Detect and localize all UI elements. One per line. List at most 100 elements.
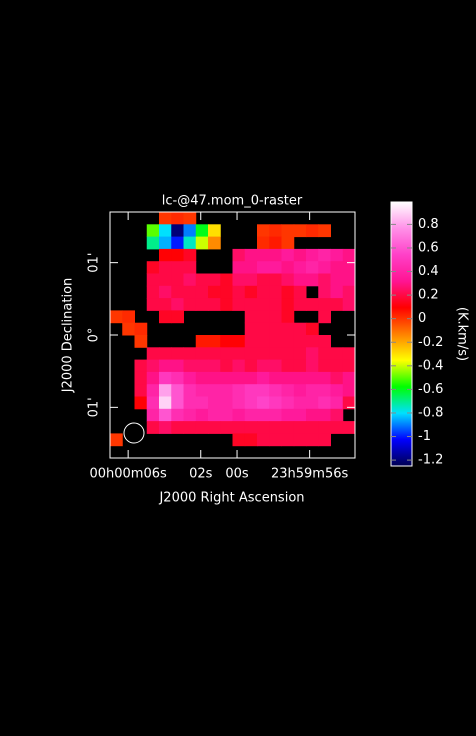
heatmap-cell <box>244 335 258 348</box>
heatmap-cell <box>306 224 319 238</box>
heatmap-cell <box>318 421 331 434</box>
heatmap-cell <box>269 408 282 422</box>
heatmap-cell <box>134 371 148 385</box>
heatmap-cell <box>281 408 295 422</box>
heatmap-cell <box>171 236 184 250</box>
heatmap-cell <box>330 298 344 311</box>
heatmap-cell <box>342 347 356 361</box>
heatmap-cell <box>318 224 331 238</box>
heatmap-cell <box>293 224 307 238</box>
colorbar-tick-label: 0.8 <box>418 217 439 232</box>
heatmap-cell <box>281 248 295 262</box>
heatmap-cell <box>244 248 258 262</box>
heatmap-cell <box>232 298 246 311</box>
heatmap-cell <box>293 298 307 311</box>
heatmap-cell <box>342 273 356 287</box>
heatmap-cell <box>257 273 270 287</box>
heatmap-cell <box>195 359 209 373</box>
heatmap-cell <box>146 384 160 397</box>
y-axis-label: J2000 Declination <box>61 278 76 394</box>
heatmap-cell <box>342 384 356 397</box>
heatmap-cell <box>318 408 331 422</box>
heatmap-cell <box>146 224 160 238</box>
heatmap-cell <box>171 408 184 422</box>
heatmap-cell <box>318 396 331 410</box>
heatmap-cell <box>269 421 282 434</box>
heatmap-cell <box>269 335 282 348</box>
heatmap-cell <box>171 359 184 373</box>
heatmap-cell <box>134 335 148 348</box>
y-tick-label: 01' <box>87 397 102 417</box>
heatmap-cell <box>232 371 246 385</box>
heatmap-cell <box>306 359 319 373</box>
heatmap-cell <box>244 310 258 324</box>
heatmap-cell <box>220 408 233 422</box>
heatmap-cell <box>171 273 184 287</box>
heatmap-cell <box>122 310 135 324</box>
heatmap-cell <box>183 248 197 262</box>
heatmap-cell <box>208 359 221 373</box>
heatmap-cell <box>293 273 307 287</box>
heatmap-cell <box>269 396 282 410</box>
heatmap-cell <box>281 335 295 348</box>
heatmap-cell <box>318 359 331 373</box>
heatmap-cell <box>171 384 184 397</box>
heatmap-cell <box>269 371 282 385</box>
heatmap-cell <box>183 298 197 311</box>
heatmap-cell <box>232 261 246 274</box>
heatmap-cell <box>208 273 221 287</box>
heatmap-cell <box>306 408 319 422</box>
heatmap-cell <box>195 224 209 238</box>
heatmap-cell <box>171 421 184 434</box>
heatmap-cell <box>208 421 221 434</box>
heatmap-cell <box>257 347 270 361</box>
heatmap-cell <box>318 371 331 385</box>
heatmap-cell <box>306 371 319 385</box>
heatmap-cell <box>330 396 344 410</box>
heatmap-cell <box>281 371 295 385</box>
heatmap-cell <box>183 359 197 373</box>
heatmap-cell <box>257 261 270 274</box>
heatmap-cell <box>269 359 282 373</box>
heatmap-cell <box>306 433 319 447</box>
y-tick-label: 01' <box>87 253 102 273</box>
heatmap-cell <box>208 224 221 238</box>
heatmap-cell <box>293 285 307 299</box>
heatmap-cell <box>330 421 344 434</box>
heatmap-cell <box>232 433 246 447</box>
heatmap-cell <box>146 273 160 287</box>
heatmap-cell <box>281 273 295 287</box>
heatmap-cell <box>269 298 282 311</box>
heatmap-cell <box>330 347 344 361</box>
heatmap-cell <box>171 371 184 385</box>
heatmap-cell <box>293 433 307 447</box>
heatmap-cell <box>159 261 172 274</box>
heatmap-cell <box>293 421 307 434</box>
heatmap-cell <box>159 310 172 324</box>
heatmap-cell <box>220 347 233 361</box>
heatmap-cell <box>330 261 344 274</box>
colorbar-tick-label: -0.6 <box>418 382 443 397</box>
heatmap-cell <box>220 298 233 311</box>
colorbar-tick-label: -1.2 <box>418 453 443 468</box>
heatmap-cell <box>257 248 270 262</box>
heatmap-cell <box>171 298 184 311</box>
heatmap-cell <box>318 347 331 361</box>
heatmap-cell <box>183 421 197 434</box>
heatmap-cell <box>183 384 197 397</box>
heatmap-cell <box>195 335 209 348</box>
colorbar-tick-label: -1 <box>418 429 431 444</box>
colorbar-label: (K.km/s) <box>455 307 470 361</box>
heatmap-cell <box>318 384 331 397</box>
heatmap-cell <box>257 384 270 397</box>
heatmap-cell <box>195 408 209 422</box>
heatmap-cell <box>293 371 307 385</box>
heatmap-cell <box>195 273 209 287</box>
heatmap-cell <box>281 421 295 434</box>
heatmap-cell <box>208 371 221 385</box>
heatmap-cell <box>171 310 184 324</box>
heatmap-cell <box>208 298 221 311</box>
heatmap-cell <box>269 285 282 299</box>
heatmap-cell <box>244 273 258 287</box>
heatmap-cell <box>195 236 209 250</box>
